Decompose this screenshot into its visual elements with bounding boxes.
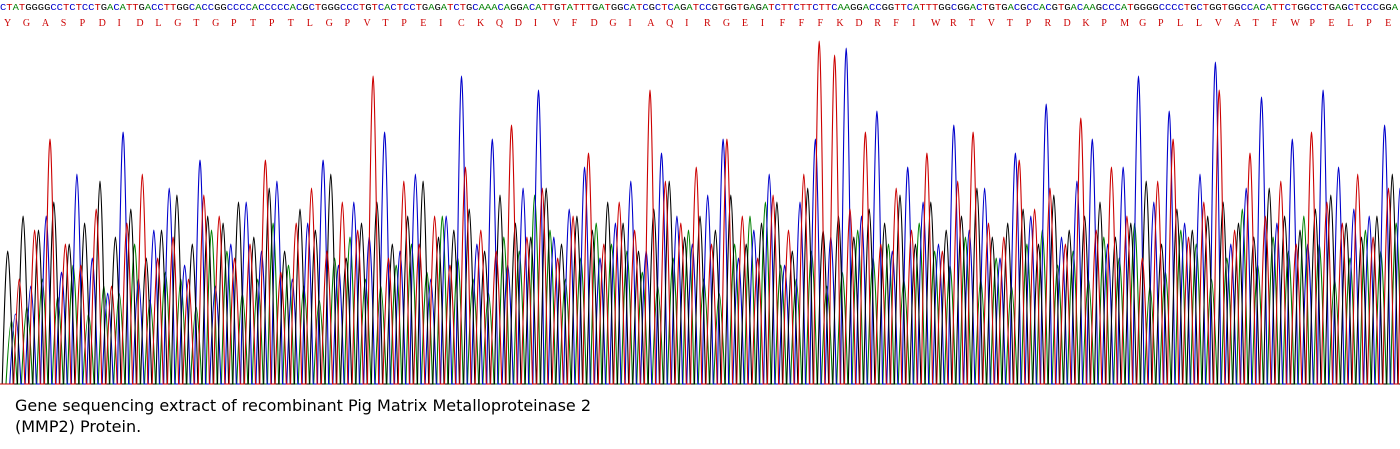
amino-acid-label: E: [420, 18, 427, 29]
amino-acid-label: S: [60, 18, 67, 29]
amino-acid-label: P: [1366, 18, 1372, 29]
amino-acid-label: I: [439, 18, 443, 29]
amino-acid-label: F: [779, 18, 786, 29]
dna-sequence-text: CTATGGGGCCTCTCCTGACATTGACCTTGGCACCGGCCCC…: [0, 2, 1400, 14]
amino-acid-label: T: [382, 18, 389, 29]
amino-acid-label: F: [571, 18, 578, 29]
amino-acid-label: G: [609, 18, 617, 29]
amino-acid-label: P: [231, 18, 237, 29]
amino-acid-label: P: [1309, 18, 1315, 29]
amino-acid-label: T: [968, 18, 975, 29]
amino-acid-label: V: [363, 18, 371, 29]
amino-acid-label: D: [1063, 18, 1071, 29]
amino-acid-label: Q: [666, 18, 674, 29]
amino-acid-label: F: [1271, 18, 1278, 29]
amino-acid-label: P: [1025, 18, 1032, 29]
amino-acid-label: P: [1158, 18, 1164, 29]
amino-acid-label: P: [79, 18, 86, 29]
amino-acid-label: Q: [495, 18, 504, 29]
amino-acid-label: T: [1006, 18, 1013, 29]
amino-acid-label: E: [1328, 18, 1335, 29]
amino-acid-label: R: [1044, 18, 1052, 29]
trace-A: [0, 194, 1400, 385]
amino-acid-label: R: [704, 18, 711, 29]
amino-acid-label: G: [22, 18, 31, 29]
amino-acid-label: G: [325, 18, 333, 29]
amino-acid-label: V: [1214, 18, 1223, 29]
trace-C: [0, 47, 1400, 385]
amino-acid-label: T: [1252, 18, 1259, 29]
amino-acid-label: G: [1139, 18, 1147, 29]
amino-acid-label: R: [949, 18, 957, 29]
amino-acid-label: K: [476, 18, 485, 29]
amino-acid-label: L: [1347, 18, 1354, 29]
amino-acid-label: M: [1120, 18, 1130, 29]
amino-acid-label: L: [1176, 18, 1184, 29]
amino-acid-label: F: [798, 18, 805, 29]
amino-acid-label: V: [987, 18, 996, 29]
amino-acid-label: R: [874, 18, 881, 29]
amino-acid-label: A: [1233, 18, 1241, 29]
amino-acid-label: L: [155, 18, 162, 29]
amino-acid-label: A: [41, 18, 50, 29]
amino-acid-label: K: [1082, 18, 1090, 29]
amino-acid-label: P: [401, 18, 407, 29]
amino-acid-label: A: [647, 18, 655, 29]
amino-acid-label: F: [817, 18, 824, 29]
chromatogram-plot: [0, 30, 1400, 386]
amino-acid-label: G: [212, 18, 220, 29]
amino-acid-label: I: [117, 18, 121, 29]
amino-acid-label: D: [590, 18, 598, 29]
amino-acid-label: I: [628, 18, 632, 29]
trace-G: [0, 173, 1400, 385]
amino-acid-label: D: [136, 18, 144, 29]
chromatogram-svg: [0, 40, 1400, 385]
amino-acid-label: E: [1385, 18, 1392, 29]
amino-acid-label: I: [685, 18, 689, 29]
amino-acid-label: W: [931, 18, 941, 29]
amino-acid-label: P: [344, 18, 351, 29]
amino-acid-label: I: [760, 18, 765, 29]
amino-acid-label: C: [458, 18, 465, 29]
amino-acid-label: Y: [4, 18, 12, 29]
amino-acid-label: T: [193, 18, 200, 29]
amino-acid-label: I: [533, 18, 538, 29]
figure-caption: Gene sequencing extract of recombinant P…: [15, 395, 815, 437]
amino-acid-label: D: [855, 18, 863, 29]
caption-line-2: (MMP2) Protein.: [15, 417, 142, 436]
amino-acid-label: L: [1195, 18, 1202, 29]
trace-T: [0, 40, 1400, 385]
amino-acid-label: G: [174, 18, 182, 29]
amino-acid-label: P: [268, 18, 275, 29]
amino-acid-label: V: [552, 18, 560, 29]
amino-acid-label: D: [98, 18, 106, 29]
amino-acid-label: F: [893, 18, 899, 29]
amino-acid-label: D: [514, 18, 523, 29]
amino-acid-label: G: [722, 18, 731, 29]
amino-acid-label: T: [249, 18, 257, 29]
amino-acid-label: E: [741, 18, 748, 29]
amino-acid-label: T: [287, 18, 294, 29]
caption-line-1: Gene sequencing extract of recombinant P…: [15, 396, 592, 415]
amino-acid-label: L: [306, 18, 313, 29]
amino-acid-label: I: [912, 18, 916, 29]
dna-sequence-bases: CTATGGGGCCTCTCCTGACATTGACCTTGGCACCGGCCCC…: [0, 3, 1399, 13]
amino-acid-label: K: [836, 18, 844, 29]
amino-acid-label: W: [1290, 18, 1300, 29]
amino-acid-label: P: [1101, 18, 1107, 29]
